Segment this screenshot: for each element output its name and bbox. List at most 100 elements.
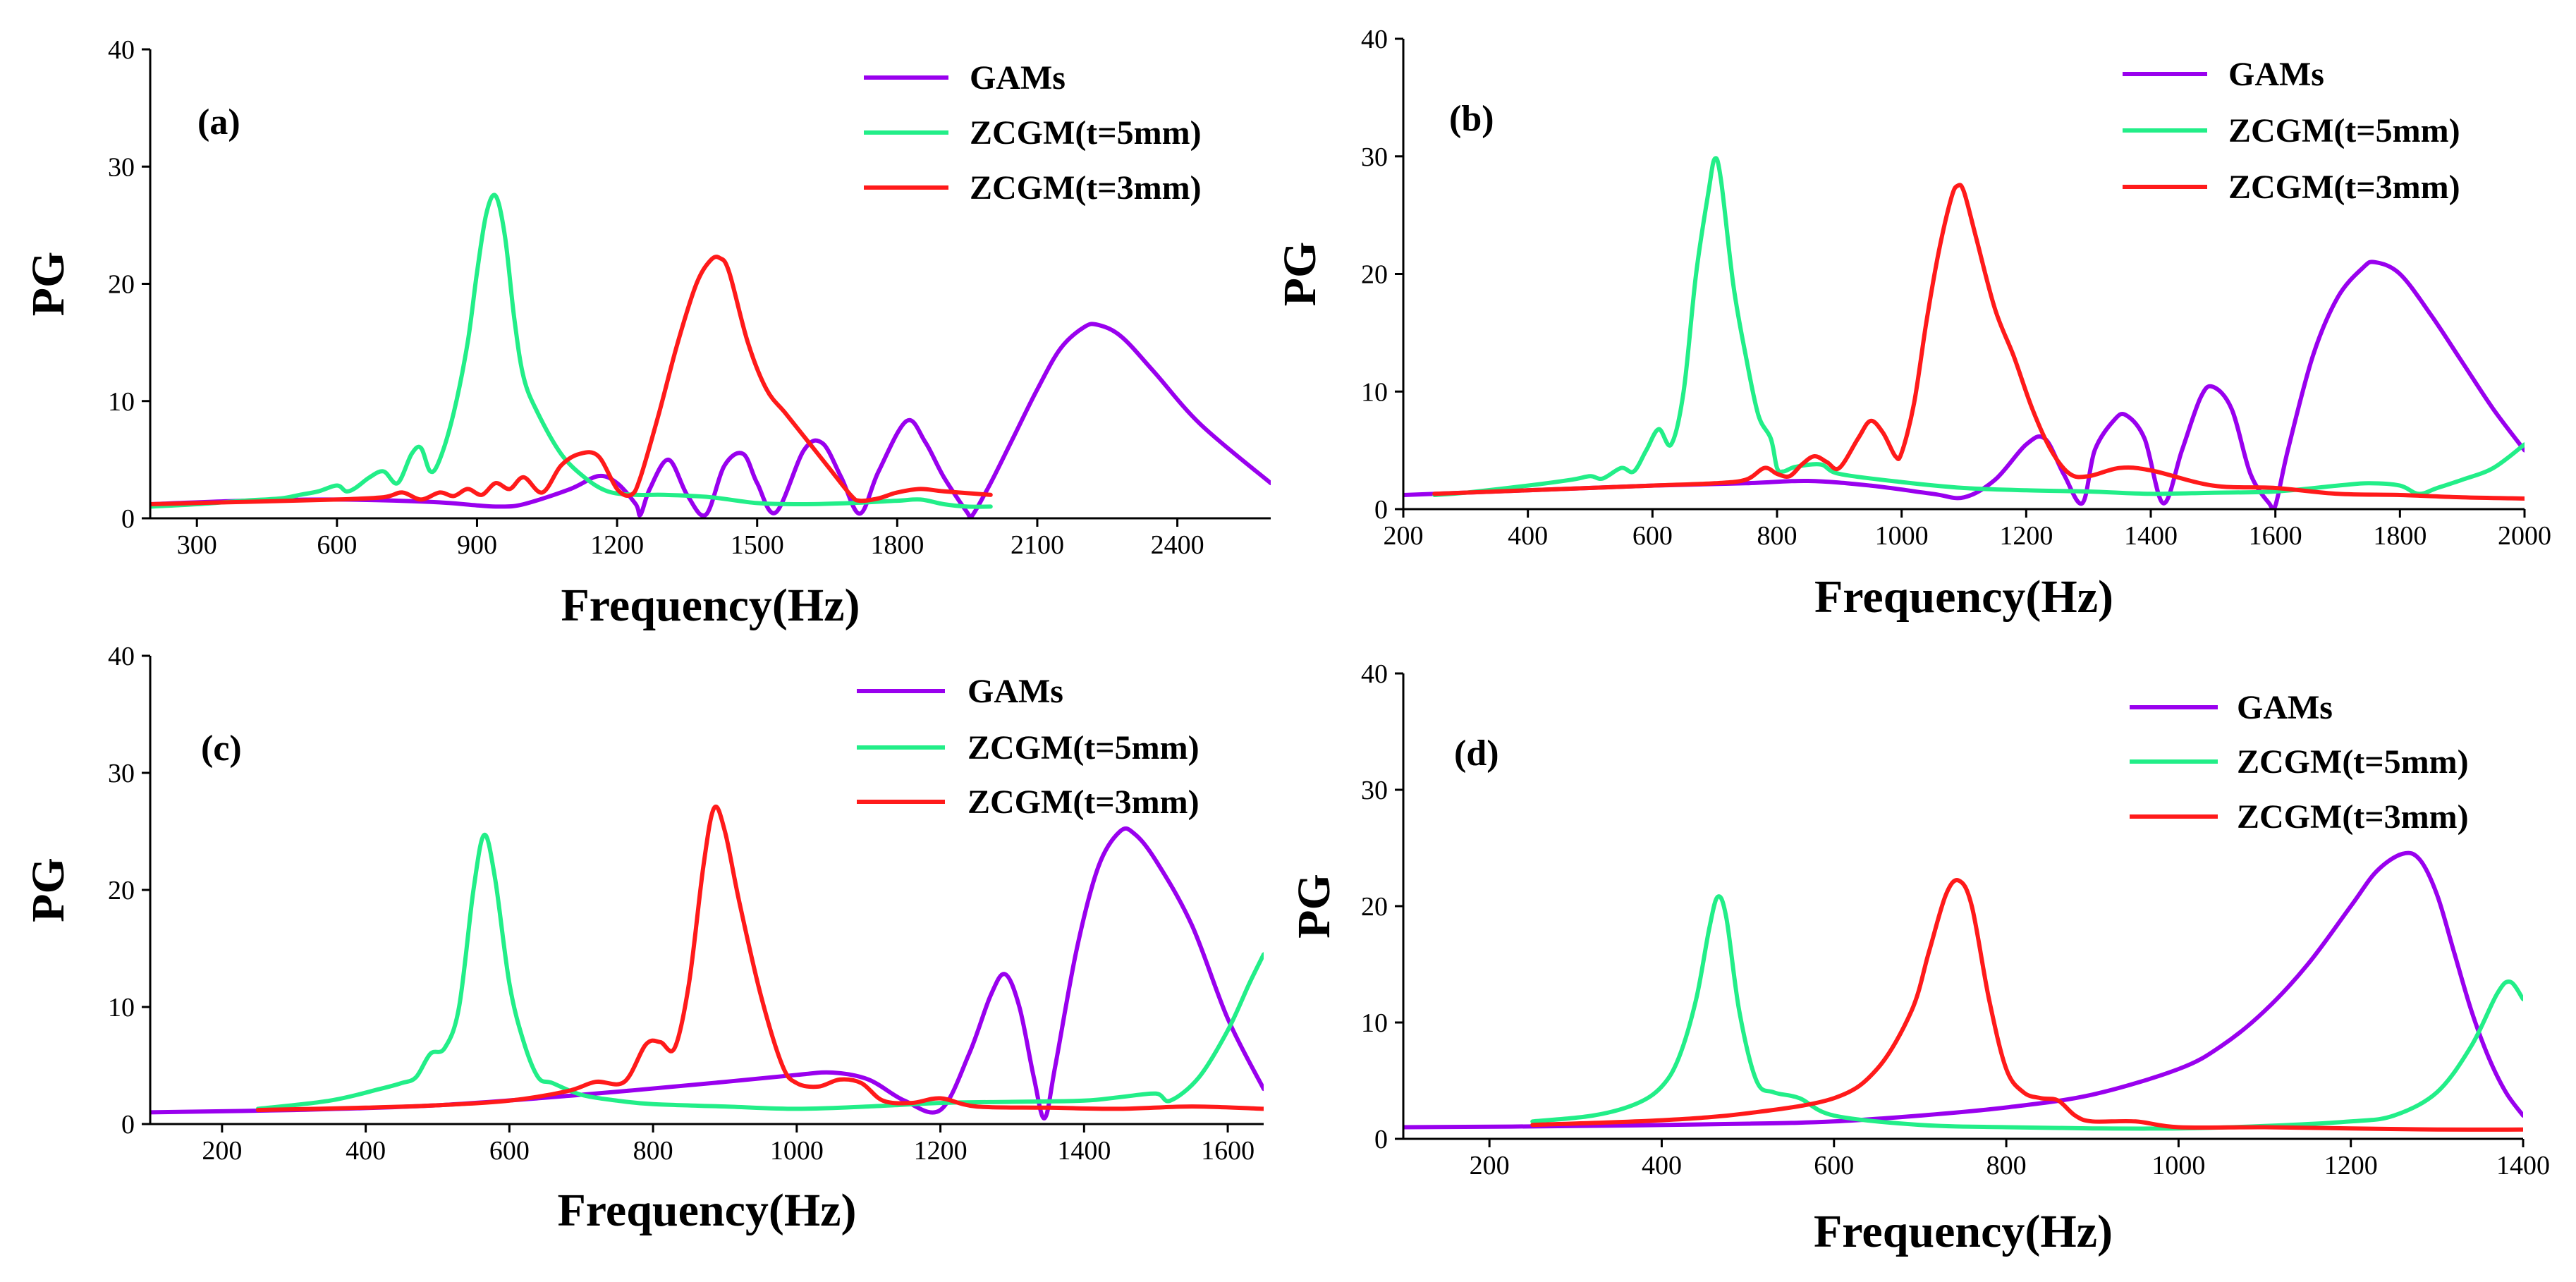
x-tick-label: 1000 [2151,1151,2205,1180]
legend-label-zcgm-t3mm: ZCGM(t=3mm) [2237,798,2469,836]
series-line-zcgm-t5mm [1530,894,2523,1131]
series-line-gams [150,826,1264,1121]
y-axis-title: PG [1274,242,1326,307]
y-tick-label: 20 [108,270,135,300]
x-tick-label: 1400 [1057,1136,1111,1166]
series-line-gams [1403,260,2525,509]
y-tick-label: 0 [1374,495,1388,525]
x-tick-label: 600 [1632,521,1673,551]
legend-label-zcgm-t5mm: ZCGM(t=5mm) [2237,743,2469,781]
x-tick-label: 200 [1384,521,1424,551]
legend-label-gams: GAMs [967,673,1063,710]
y-tick-label: 10 [1361,377,1388,407]
x-tick-label: 1200 [914,1136,967,1166]
legend-label-zcgm-t5mm: ZCGM(t=5mm) [2228,112,2460,149]
series-line-zcgm-t3mm [1432,183,2525,501]
legend: GAMs ZCGM(t=5mm) ZCGM(t=3mm) [857,673,1200,821]
x-tick-label: 1400 [2124,521,2178,551]
y-axis-title: PG [23,857,74,922]
series-group [1403,156,2525,509]
y-axis-title: PG [1288,874,1340,939]
x-tick-label: 400 [346,1136,386,1166]
y-tick-label: 30 [108,759,135,788]
legend: GAMs ZCGM(t=5mm) ZCGM(t=3mm) [864,59,1202,207]
y-tick-label: 30 [1361,142,1388,172]
x-tick-label: 1800 [870,530,924,560]
series-line-gams [1403,850,2523,1130]
series-line-zcgm-t5mm [255,833,1264,1111]
y-tick-label: 10 [108,387,135,417]
panel-label: (d) [1454,733,1499,774]
x-tick-label: 600 [1814,1151,1854,1180]
legend-label-zcgm-t3mm: ZCGM(t=3mm) [970,169,1202,207]
x-tick-label: 400 [1508,521,1548,551]
x-tick-label: 1200 [1999,521,2053,551]
y-tick-label: 0 [121,504,135,534]
legend-label-zcgm-t5mm: ZCGM(t=5mm) [970,114,1202,152]
legend-label-gams: GAMs [2237,689,2333,726]
legend-label-gams: GAMs [970,59,1066,97]
x-tick-label: 800 [1757,521,1797,551]
panel-label: (c) [201,728,242,769]
series-line-zcgm-t3mm [1530,878,2523,1132]
legend-label-zcgm-t5mm: ZCGM(t=5mm) [967,729,1200,767]
series-group [150,193,1271,518]
y-tick-label: 20 [1361,260,1388,290]
x-axis-title: Frequency(Hz) [1814,1206,2113,1257]
y-tick-label: 20 [1361,892,1388,922]
x-tick-label: 400 [1642,1151,1682,1180]
chart-panel-d: 200 400 600 800 1000 1200 1400 0 10 20 30 40 Frequen… [1288,659,2550,1257]
legend: GAMs ZCGM(t=5mm) ZCGM(t=3mm) [2123,56,2460,206]
y-tick-label: 0 [1374,1125,1388,1154]
series-line-zcgm-t5mm [150,193,993,509]
chart-panel-b: 200 400 600 800 1000 1200 1400 1600 1800 2000 0 10 2… [1274,25,2551,623]
x-tick-label: 200 [202,1136,242,1166]
y-tick-label: 20 [108,876,135,905]
x-tick-label: 300 [177,530,217,560]
x-tick-label: 1400 [2496,1151,2550,1180]
legend-label-zcgm-t3mm: ZCGM(t=3mm) [967,783,1200,821]
panel-label: (a) [197,102,240,142]
chart-panel-c: 200 400 600 800 1000 1200 1400 1600 0 10 20 30 40 Fre… [23,642,1264,1236]
x-tick-label: 1000 [770,1136,824,1166]
legend-label-gams: GAMs [2228,56,2324,93]
series-line-zcgm-t3mm [150,255,993,506]
legend-label-zcgm-t3mm: ZCGM(t=3mm) [2228,169,2460,206]
x-tick-label: 1800 [2373,521,2427,551]
x-tick-label: 1600 [2249,521,2302,551]
series-group [1403,850,2523,1132]
series-line-zcgm-t5mm [1432,156,2525,497]
y-tick-label: 30 [1361,776,1388,805]
series-line-gams [150,322,1271,518]
x-tick-label: 1000 [1875,521,1929,551]
x-tick-label: 2400 [1151,530,1204,560]
y-tick-label: 10 [108,993,135,1022]
series-group [150,804,1264,1121]
x-tick-label: 2000 [2498,521,2551,551]
y-tick-label: 40 [1361,25,1388,54]
legend: GAMs ZCGM(t=5mm) ZCGM(t=3mm) [2130,689,2469,836]
panel-label: (b) [1449,99,1494,139]
x-tick-label: 1200 [2324,1151,2378,1180]
x-tick-label: 1500 [731,530,784,560]
x-tick-label: 200 [1470,1151,1510,1180]
series-line-zcgm-t3mm [255,804,1264,1113]
chart-panel-a: 300 600 900 1200 1500 1800 2100 2400 0 10 20 30 40 Fr… [23,35,1271,631]
y-tick-label: 40 [108,35,135,65]
x-tick-label: 600 [317,530,357,560]
y-tick-label: 40 [1361,659,1388,689]
x-axis-title: Frequency(Hz) [557,1185,856,1236]
x-tick-label: 600 [489,1136,530,1166]
x-axis-title: Frequency(Hz) [561,580,860,631]
x-tick-label: 1600 [1201,1136,1255,1166]
y-tick-label: 0 [121,1110,135,1140]
y-tick-label: 40 [108,642,135,671]
y-tick-label: 10 [1361,1008,1388,1038]
x-axis-title: Frequency(Hz) [1814,571,2113,623]
x-tick-label: 800 [1986,1151,2027,1180]
x-tick-label: 2100 [1011,530,1064,560]
y-tick-label: 30 [108,152,135,182]
x-tick-label: 1200 [590,530,644,560]
x-tick-label: 900 [457,530,497,560]
